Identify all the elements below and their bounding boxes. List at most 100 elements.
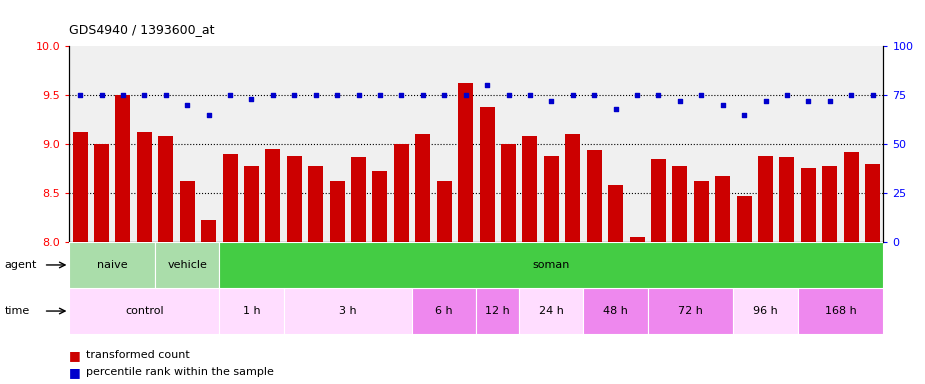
Text: ■: ■	[69, 349, 85, 362]
Bar	[822, 166, 837, 242]
Point	[758, 98, 773, 104]
Text: percentile rank within the sample: percentile rank within the sample	[86, 367, 274, 377]
Point	[609, 106, 623, 112]
Bar	[715, 176, 730, 242]
Bar	[630, 237, 645, 242]
Bar	[69, 288, 219, 334]
Text: 6 h: 6 h	[436, 306, 453, 316]
Point	[672, 98, 687, 104]
Point	[844, 92, 858, 98]
Text: 72 h: 72 h	[678, 306, 703, 316]
Bar	[72, 132, 88, 242]
Bar	[523, 136, 537, 242]
Point	[158, 92, 173, 98]
Bar	[648, 288, 734, 334]
Text: control: control	[125, 306, 164, 316]
Bar	[116, 95, 130, 242]
Bar	[544, 156, 559, 242]
Bar	[394, 144, 409, 242]
Point	[565, 92, 580, 98]
Text: 48 h: 48 h	[603, 306, 628, 316]
Bar	[586, 150, 601, 242]
Text: 168 h: 168 h	[825, 306, 857, 316]
Bar	[519, 288, 584, 334]
Bar	[244, 166, 259, 242]
Point	[586, 92, 601, 98]
Bar	[137, 132, 152, 242]
Point	[308, 92, 323, 98]
Point	[73, 92, 88, 98]
Text: 96 h: 96 h	[753, 306, 778, 316]
Bar	[651, 159, 666, 242]
Bar	[223, 154, 238, 242]
Text: 1 h: 1 h	[242, 306, 260, 316]
Bar	[158, 136, 173, 242]
Bar	[797, 288, 883, 334]
Bar	[219, 288, 284, 334]
Point	[458, 92, 473, 98]
Point	[94, 92, 109, 98]
Point	[736, 112, 751, 118]
Bar	[672, 166, 687, 242]
Text: GDS4940 / 1393600_at: GDS4940 / 1393600_at	[69, 23, 215, 36]
Bar	[801, 169, 816, 242]
Bar	[373, 171, 388, 242]
Bar	[865, 164, 881, 242]
Bar	[780, 157, 795, 242]
Point	[480, 82, 495, 88]
Point	[415, 92, 430, 98]
Bar	[413, 288, 476, 334]
Text: time: time	[5, 306, 30, 316]
Bar	[94, 144, 109, 242]
Point	[223, 92, 238, 98]
Point	[202, 112, 216, 118]
Bar	[308, 166, 323, 242]
Point	[265, 92, 280, 98]
Bar	[287, 156, 302, 242]
Point	[329, 92, 344, 98]
Bar	[329, 181, 345, 242]
Bar	[415, 134, 430, 242]
Text: 12 h: 12 h	[486, 306, 511, 316]
Bar	[501, 144, 516, 242]
Point	[865, 92, 880, 98]
Bar	[734, 288, 797, 334]
Point	[694, 92, 709, 98]
Text: ■: ■	[69, 366, 85, 379]
Text: soman: soman	[533, 260, 570, 270]
Point	[501, 92, 516, 98]
Point	[651, 92, 666, 98]
Bar	[219, 242, 883, 288]
Bar	[565, 134, 580, 242]
Point	[116, 92, 130, 98]
Point	[822, 98, 837, 104]
Bar	[69, 242, 155, 288]
Point	[394, 92, 409, 98]
Point	[244, 96, 259, 102]
Bar	[155, 242, 219, 288]
Point	[801, 98, 816, 104]
Text: vehicle: vehicle	[167, 260, 207, 270]
Text: agent: agent	[5, 260, 37, 270]
Bar	[201, 220, 216, 242]
Point	[373, 92, 388, 98]
Bar	[352, 157, 366, 242]
Bar	[476, 288, 519, 334]
Bar	[694, 181, 709, 242]
Bar	[284, 288, 413, 334]
Point	[287, 92, 302, 98]
Bar	[437, 181, 451, 242]
Bar	[265, 149, 280, 242]
Point	[179, 102, 194, 108]
Point	[780, 92, 795, 98]
Bar	[608, 185, 623, 242]
Bar	[758, 156, 773, 242]
Bar	[479, 107, 495, 242]
Text: 3 h: 3 h	[339, 306, 357, 316]
Point	[437, 92, 451, 98]
Text: transformed count: transformed count	[86, 350, 190, 360]
Point	[523, 92, 537, 98]
Point	[630, 92, 645, 98]
Bar	[736, 196, 752, 242]
Bar	[179, 181, 194, 242]
